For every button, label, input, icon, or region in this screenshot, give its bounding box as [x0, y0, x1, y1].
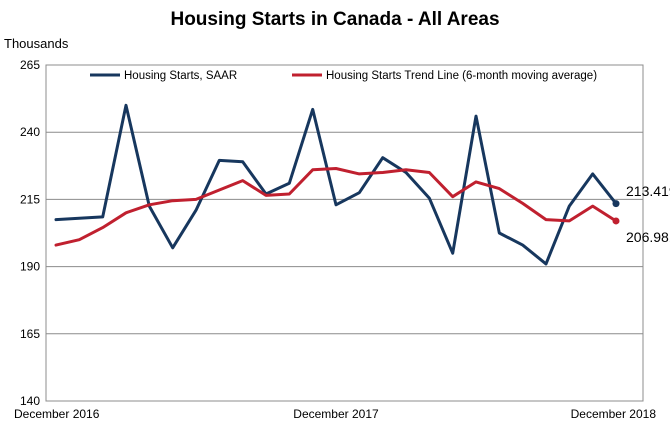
- y-tick-label: 165: [20, 327, 40, 341]
- x-tick-label: December 2018: [571, 407, 657, 421]
- chart-title: Housing Starts in Canada - All Areas: [170, 9, 499, 30]
- legend-entry: Housing Starts Trend Line (6-month movin…: [326, 70, 597, 82]
- y-axis-ticks: 140 165 190 215 240 265: [20, 58, 40, 408]
- y-tick-label: 240: [20, 125, 40, 139]
- plot-area: [45, 64, 644, 402]
- series-end-point: [612, 217, 620, 225]
- end-value-label: 213.419: [626, 183, 670, 199]
- x-axis-ticks: December 2016 December 2017 December 2018: [14, 407, 656, 421]
- end-value-labels: 213.419 206.981: [626, 183, 670, 245]
- legend: Housing Starts, SAAR Housing Starts Trend…: [90, 70, 597, 82]
- series-end-point: [612, 200, 620, 208]
- legend-entry: Housing Starts, SAAR: [124, 70, 237, 82]
- series-line-trend: [54, 167, 618, 247]
- y-tick-label: 190: [20, 260, 40, 274]
- y-tick-label: 265: [20, 58, 40, 72]
- y-axis-label: Thousands: [4, 36, 69, 51]
- y-tick-label: 140: [20, 394, 40, 408]
- end-value-label: 206.981: [626, 229, 670, 245]
- series-lines: [54, 103, 620, 266]
- x-tick-label: December 2017: [293, 407, 379, 421]
- gridlines: [46, 131, 643, 335]
- y-tick-label: 215: [20, 192, 40, 206]
- x-tick-label: December 2016: [14, 407, 100, 421]
- series-line-housing-starts: [54, 103, 618, 266]
